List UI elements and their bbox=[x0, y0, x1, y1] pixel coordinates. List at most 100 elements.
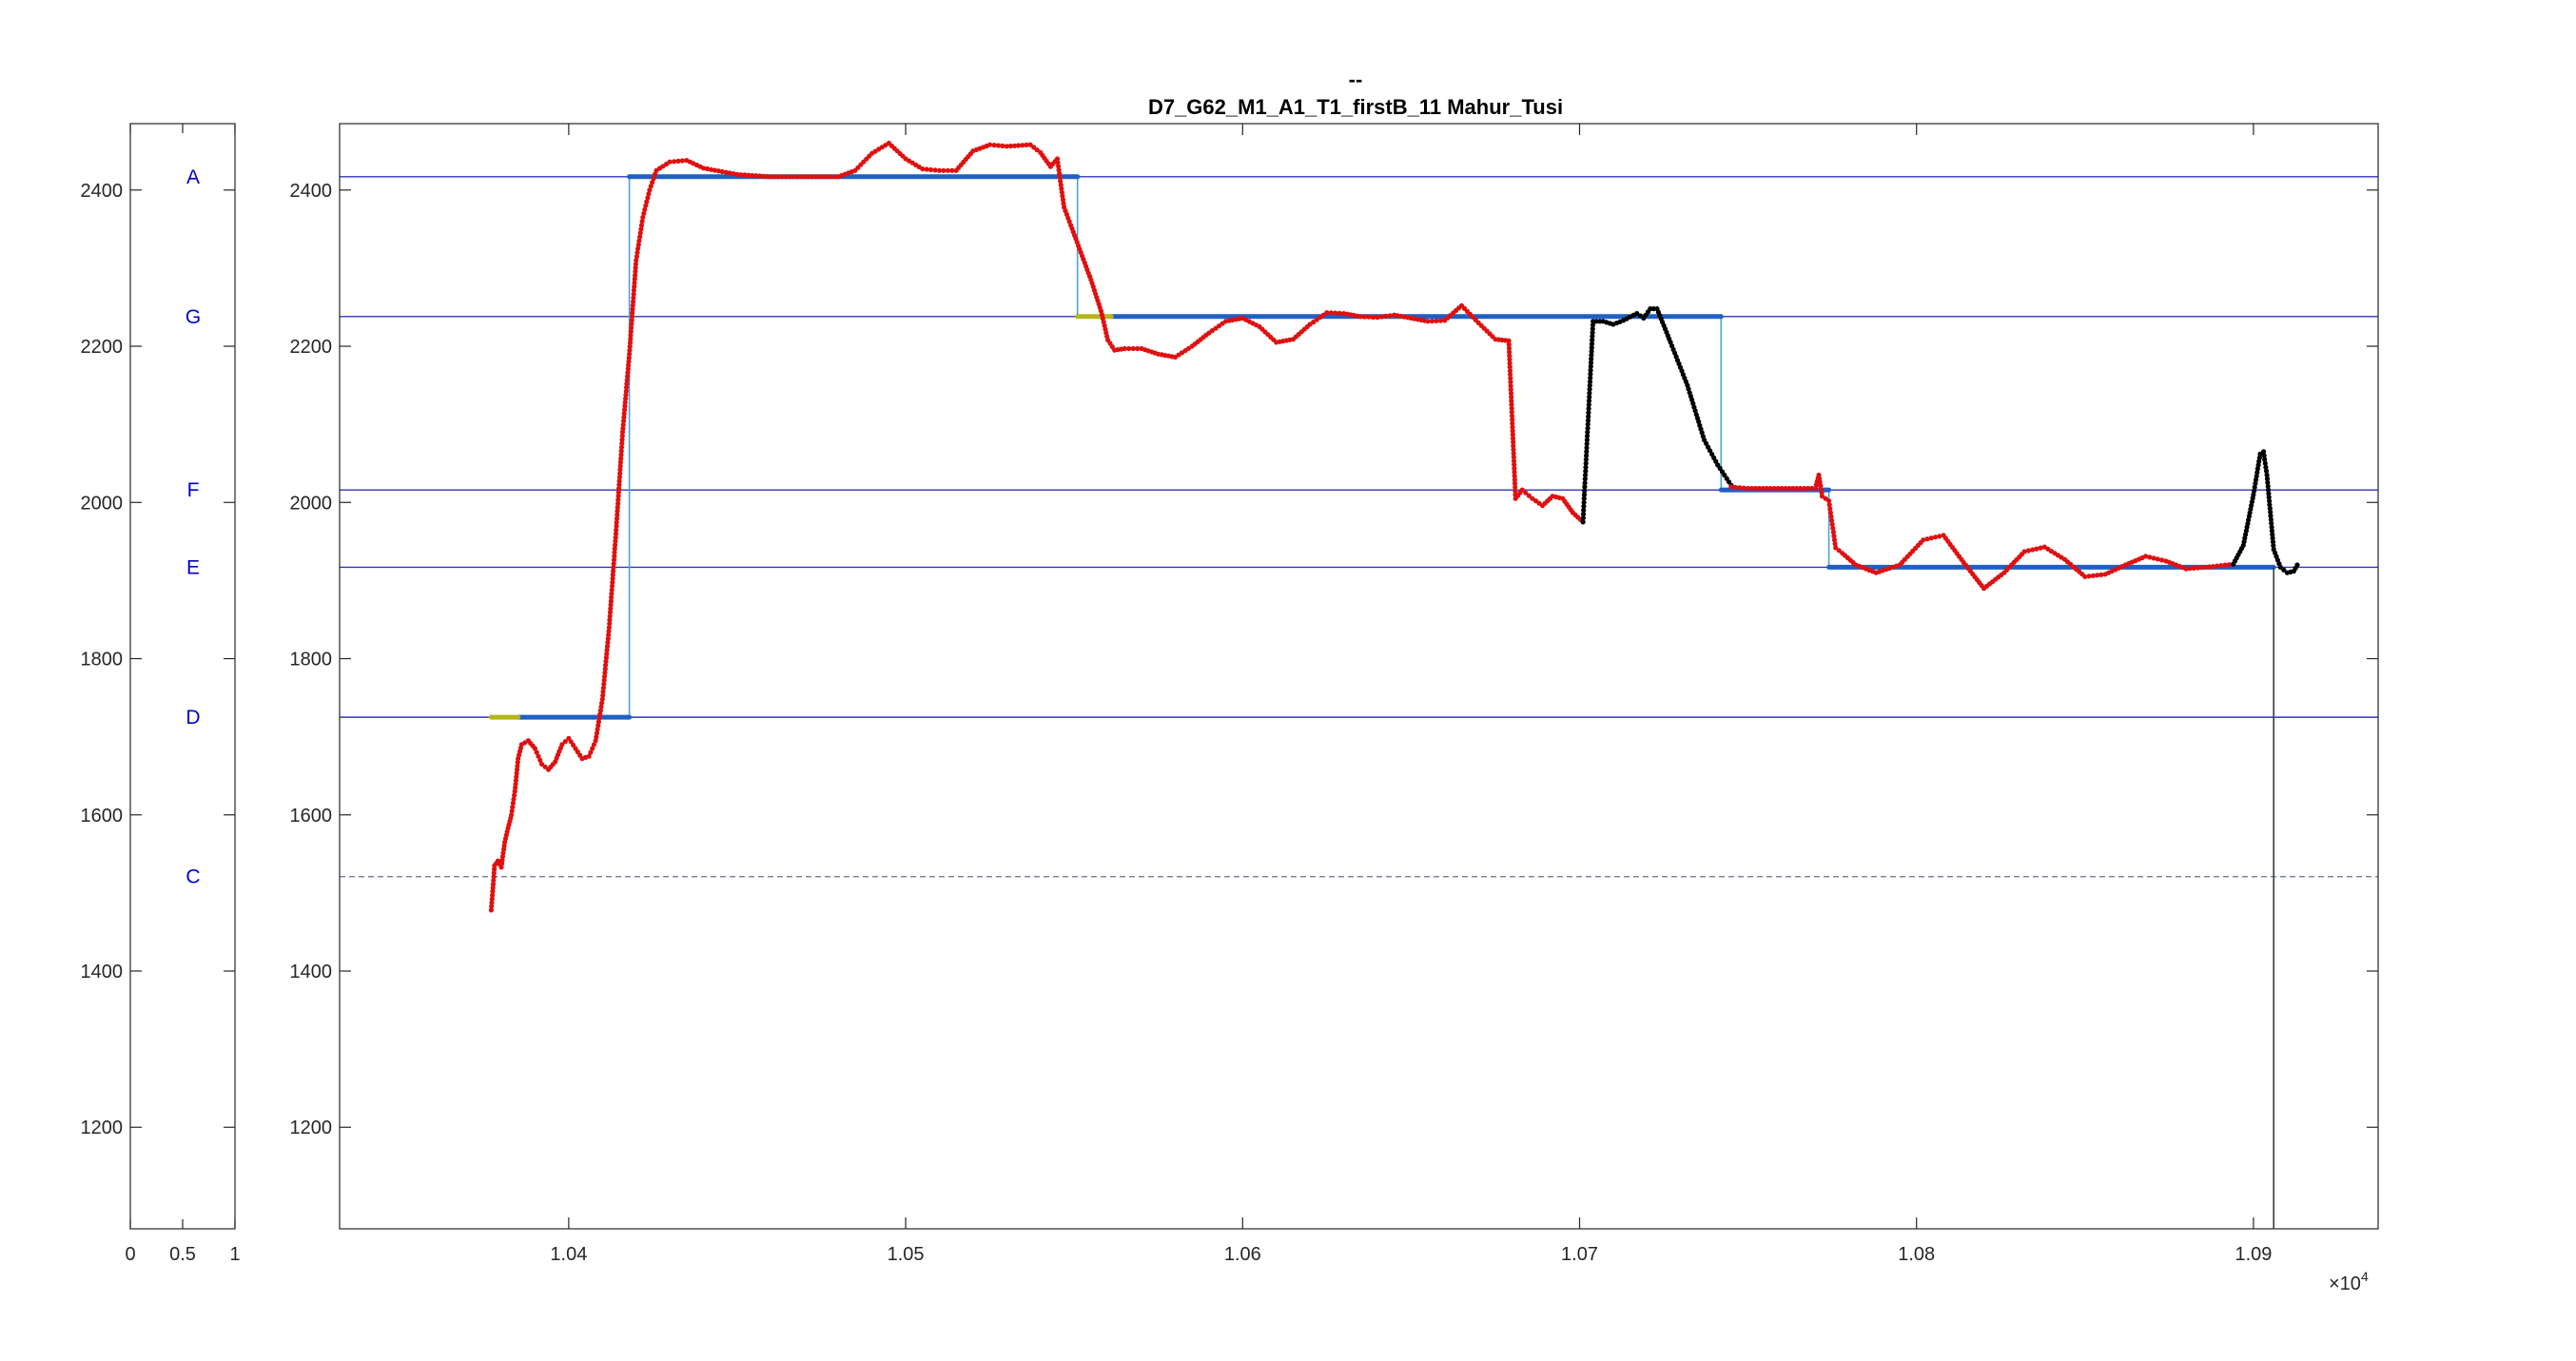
pitch-point bbox=[599, 700, 605, 706]
pitch-point bbox=[613, 531, 619, 536]
side-x-tick-label: 0.5 bbox=[169, 1244, 196, 1265]
pitch-point bbox=[920, 166, 926, 172]
pitch-point bbox=[1798, 485, 1804, 492]
pitch-point bbox=[2195, 565, 2200, 571]
pitch-point bbox=[667, 159, 673, 165]
pitch-point bbox=[603, 654, 610, 661]
pitch-point bbox=[609, 591, 615, 596]
x-exponent-label: ×104 bbox=[2329, 1269, 2369, 1294]
pitch-point bbox=[2183, 566, 2189, 572]
pitch-point bbox=[928, 166, 934, 173]
pitch-point bbox=[536, 753, 541, 759]
pitch-point bbox=[625, 366, 631, 372]
pitch-point bbox=[593, 738, 598, 744]
pitch-point bbox=[2090, 573, 2096, 578]
pitch-point bbox=[509, 808, 515, 814]
pitch-unvoiced-point bbox=[2263, 464, 2269, 470]
side-x-tick-label: 1 bbox=[229, 1244, 240, 1265]
pitch-point bbox=[623, 388, 629, 394]
pitch-point bbox=[1512, 476, 1517, 482]
pitch-unvoiced-point bbox=[1586, 402, 1591, 408]
y-axis-ticks: 1200 1400 1600 1800 2000 2200 2400 bbox=[290, 181, 2378, 1138]
pitch-point bbox=[614, 515, 620, 521]
pitch-unvoiced-point bbox=[2271, 543, 2276, 549]
pitch-unvoiced-point bbox=[2253, 480, 2258, 486]
pitch-point bbox=[1794, 485, 1800, 492]
pitch-point bbox=[1366, 314, 1372, 320]
pitch-point bbox=[632, 280, 637, 285]
pitch-point bbox=[630, 310, 635, 316]
pitch-unvoiced-point bbox=[1587, 394, 1592, 399]
pitch-point bbox=[1060, 193, 1065, 199]
pitch-unvoiced-point bbox=[1593, 319, 1599, 324]
pitch-unvoiced-point bbox=[2270, 532, 2275, 537]
pitch-point bbox=[512, 788, 517, 794]
pitch-point bbox=[631, 291, 636, 297]
pitch-point bbox=[515, 763, 520, 768]
pitch-point bbox=[591, 742, 597, 748]
pitch-unvoiced-point bbox=[1588, 367, 1593, 373]
pitch-point bbox=[1324, 310, 1330, 316]
pitch-point bbox=[1031, 145, 1037, 150]
pitch-unvoiced-point bbox=[1587, 390, 1592, 396]
pitch-point bbox=[637, 234, 643, 240]
pitch-unvoiced-point bbox=[1590, 326, 1595, 332]
pitch-point bbox=[562, 739, 568, 745]
pitch-point bbox=[610, 579, 615, 586]
pitch-unvoiced-point bbox=[1584, 441, 1590, 447]
pitch-point bbox=[1508, 391, 1514, 397]
pitch-unvoiced-point bbox=[1689, 397, 1695, 402]
pitch-point bbox=[719, 168, 725, 175]
pitch-point bbox=[828, 174, 834, 180]
pitch-point bbox=[1509, 405, 1514, 411]
pitch-point bbox=[731, 171, 736, 177]
pitch-point bbox=[2210, 564, 2215, 570]
pitch-point bbox=[1827, 506, 1833, 512]
pitch-point bbox=[817, 174, 823, 180]
pitch-point bbox=[1509, 398, 1514, 404]
pitch-point bbox=[1828, 514, 1834, 519]
pitch-unvoiced-point bbox=[1581, 492, 1588, 497]
pitch-point bbox=[498, 865, 504, 870]
pitch-point bbox=[768, 174, 774, 180]
pitch-point bbox=[2034, 546, 2039, 552]
pitch-point bbox=[2155, 556, 2160, 562]
pitch-point bbox=[615, 490, 621, 496]
y-tick-label: 2400 bbox=[290, 181, 333, 202]
pitch-point bbox=[634, 254, 640, 260]
pitch-point bbox=[646, 191, 652, 197]
pitch-unvoiced-point bbox=[1587, 379, 1593, 384]
side-y-tick-label: 1600 bbox=[81, 806, 124, 826]
pitch-point bbox=[824, 174, 830, 180]
y-tick-label: 1600 bbox=[290, 806, 333, 826]
y-tick-label: 1200 bbox=[290, 1118, 333, 1138]
pitch-point bbox=[742, 172, 748, 178]
pitch-unvoiced-point bbox=[1588, 360, 1594, 365]
pitch-point bbox=[617, 467, 623, 473]
pitch-point bbox=[708, 166, 714, 172]
pitch-point bbox=[600, 692, 606, 698]
pitch-point bbox=[1510, 420, 1515, 426]
pitch-point bbox=[2191, 565, 2196, 572]
pitch-unvoiced-point bbox=[1590, 334, 1595, 340]
pitch-point bbox=[510, 800, 517, 807]
pitch-point bbox=[810, 174, 815, 180]
pitch-point bbox=[1511, 451, 1516, 457]
pitch-point bbox=[621, 418, 627, 424]
pitch-point bbox=[1509, 409, 1514, 415]
pitch-point bbox=[492, 866, 498, 872]
pitch-unvoiced-point bbox=[1699, 430, 1705, 436]
pitch-point bbox=[611, 557, 617, 563]
pitch-point bbox=[1510, 417, 1515, 422]
pitch-unvoiced-point bbox=[1586, 414, 1591, 419]
pitch-point bbox=[1737, 485, 1743, 491]
pitch-point bbox=[1779, 485, 1785, 492]
pitch-point bbox=[2151, 555, 2156, 561]
pitch-unvoiced-point bbox=[1581, 507, 1587, 514]
pitch-point bbox=[1512, 473, 1517, 479]
x-exponent-power: 4 bbox=[2361, 1269, 2369, 1284]
pitch-point bbox=[632, 283, 637, 289]
pitch-unvoiced-point bbox=[1589, 341, 1595, 347]
pitch-point bbox=[2082, 574, 2088, 579]
